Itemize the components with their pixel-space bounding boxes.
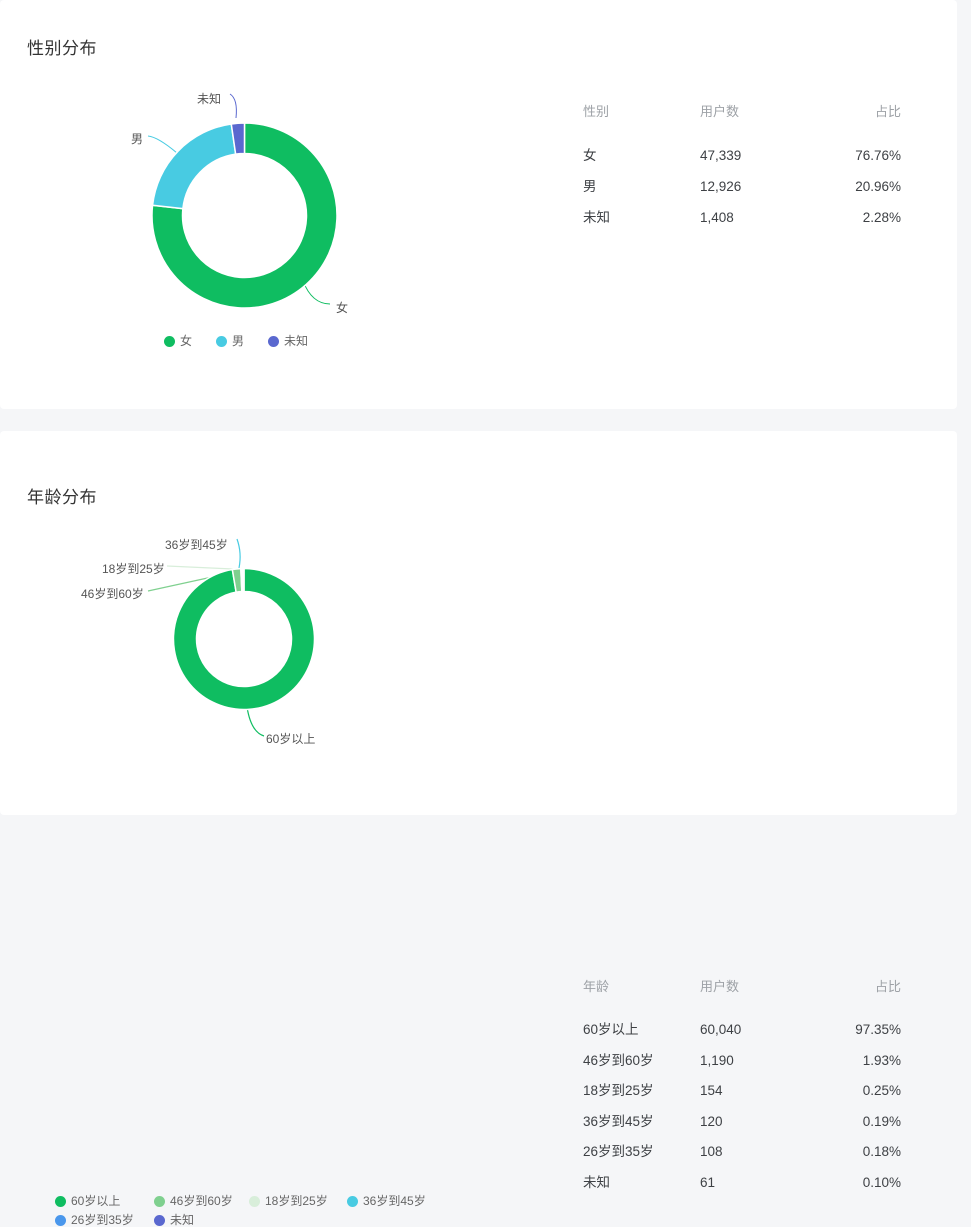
table-row: 26岁到35岁 108 0.18% [583,1137,901,1168]
column-header-user-count: 用户数 [700,104,810,119]
row-percent: 0.18% [810,1137,901,1168]
label-line-36-45 [237,539,240,568]
row-count: 60,040 [700,1015,810,1046]
row-count: 12,926 [700,171,810,202]
row-percent: 0.25% [810,1076,901,1107]
legend-dot-46-60-icon [154,1196,165,1207]
label-line-60-plus [247,707,264,736]
gender-distribution-card: 性别分布 未知 男 女 女 男 未知 性别 用户数 占比 女 47,339 76 [0,0,957,409]
gender-table: 性别 用户数 占比 女 47,339 76.76% 男 12,926 20.96… [583,104,901,233]
row-label: 未知 [583,202,700,233]
legend-label: 26岁到35岁 [71,1213,134,1227]
legend-label: 女 [180,334,192,348]
table-row: 男 12,926 20.96% [583,171,901,202]
legend-label: 未知 [170,1213,194,1227]
row-label: 36岁到45岁 [583,1107,700,1138]
legend-item-26-35[interactable]: 26岁到35岁 [55,1213,154,1227]
callout-label-46-60: 46岁到60岁 [81,585,144,602]
gender-donut-chart [100,85,360,320]
legend-dot-female-icon [164,336,175,347]
column-header-age: 年龄 [583,979,700,994]
row-label: 未知 [583,1168,700,1199]
callout-label-female: 女 [336,299,348,316]
label-line-unknown [230,94,236,118]
legend-dot-18-25-icon [249,1196,260,1207]
age-table-header: 年龄 用户数 占比 [583,979,901,994]
age-distribution-card: 年龄分布 36岁到45岁 18岁到25岁 46岁到60岁 60岁以上 60岁以上… [0,431,957,815]
donut-segment-男[interactable] [153,124,236,209]
legend-label: 18岁到25岁 [265,1194,328,1208]
gender-table-header: 性别 用户数 占比 [583,104,901,119]
legend-label: 46岁到60岁 [170,1194,233,1208]
column-header-user-count: 用户数 [700,979,810,994]
callout-label-unknown: 未知 [197,90,221,107]
row-percent: 76.76% [810,140,901,171]
age-chart-legend: 60岁以上 46岁到60岁 18岁到25岁 36岁到45岁 26岁到35岁 未知 [55,1194,426,1227]
legend-item-unknown[interactable]: 未知 [154,1213,249,1227]
legend-dot-26-35-icon [55,1215,66,1226]
legend-item-female[interactable]: 女 [164,334,192,348]
callout-label-36-45: 36岁到45岁 [165,536,228,553]
row-percent: 2.28% [810,202,901,233]
column-header-percent: 占比 [810,104,901,119]
row-count: 108 [700,1137,810,1168]
legend-dot-unknown-icon [154,1215,165,1226]
age-table: 年龄 用户数 占比 60岁以上 60,040 97.35% 46岁到60岁 1,… [583,979,901,1199]
legend-label: 36岁到45岁 [363,1194,426,1208]
age-donut-chart [60,525,340,745]
table-row: 未知 1,408 2.28% [583,202,901,233]
row-label: 男 [583,171,700,202]
row-percent: 97.35% [810,1015,901,1046]
legend-item-18-25[interactable]: 18岁到25岁 [249,1194,347,1208]
legend-dot-36-45-icon [347,1196,358,1207]
gender-card-title: 性别分布 [27,34,97,59]
table-row: 18岁到25岁 154 0.25% [583,1076,901,1107]
row-count: 61 [700,1168,810,1199]
table-row: 女 47,339 76.76% [583,140,901,171]
callout-label-60-plus: 60岁以上 [266,730,315,747]
callout-label-male: 男 [131,130,143,147]
row-count: 1,408 [700,202,810,233]
row-label: 女 [583,140,700,171]
row-percent: 0.10% [810,1168,901,1199]
table-row: 36岁到45岁 120 0.19% [583,1107,901,1138]
row-label: 60岁以上 [583,1015,700,1046]
row-label: 46岁到60岁 [583,1046,700,1077]
callout-label-18-25: 18岁到25岁 [102,560,165,577]
legend-dot-60-plus-icon [55,1196,66,1207]
analytics-page: { "page": {"background": "#f5f6f8", "car… [0,0,971,815]
row-count: 47,339 [700,140,810,171]
legend-item-60-plus[interactable]: 60岁以上 [55,1194,154,1208]
table-row: 未知 61 0.10% [583,1168,901,1199]
column-header-gender: 性别 [583,104,700,119]
legend-label: 男 [232,334,244,348]
legend-label: 未知 [284,334,308,348]
row-percent: 1.93% [810,1046,901,1077]
gender-chart-legend: 女 男 未知 [164,334,308,348]
row-count: 1,190 [700,1046,810,1077]
row-percent: 20.96% [810,171,901,202]
label-line-18-25 [167,566,233,569]
row-count: 120 [700,1107,810,1138]
legend-item-male[interactable]: 男 [216,334,244,348]
row-label: 18岁到25岁 [583,1076,700,1107]
table-row: 46岁到60岁 1,190 1.93% [583,1046,901,1077]
legend-item-36-45[interactable]: 36岁到45岁 [347,1194,426,1208]
row-count: 154 [700,1076,810,1107]
legend-item-46-60[interactable]: 46岁到60岁 [154,1194,249,1208]
legend-label: 60岁以上 [71,1194,120,1208]
legend-dot-male-icon [216,336,227,347]
row-percent: 0.19% [810,1107,901,1138]
age-card-title: 年龄分布 [27,483,97,508]
table-row: 60岁以上 60,040 97.35% [583,1015,901,1046]
legend-dot-unknown-icon [268,336,279,347]
legend-item-unknown[interactable]: 未知 [268,334,308,348]
column-header-percent: 占比 [810,979,901,994]
label-line-male [148,136,177,153]
row-label: 26岁到35岁 [583,1137,700,1168]
